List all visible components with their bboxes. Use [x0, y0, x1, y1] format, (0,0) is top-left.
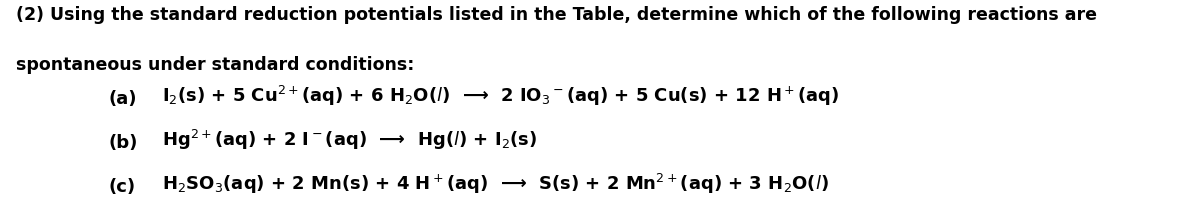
Text: I$_2$(s) + 5 Cu$^{2+}$(aq) + 6 H$_2$O($l$)  ⟶  2 IO$_3$$^-$(aq) + 5 Cu(s) + 12 H: I$_2$(s) + 5 Cu$^{2+}$(aq) + 6 H$_2$O($l…	[162, 84, 839, 108]
Text: (b): (b)	[108, 134, 137, 152]
Text: Hg$^{2+}$(aq) + 2 I$^-$(aq)  ⟶  Hg($l$) + I$_2$(s): Hg$^{2+}$(aq) + 2 I$^-$(aq) ⟶ Hg($l$) + …	[162, 128, 538, 152]
Text: H$_2$SO$_3$(aq) + 2 Mn(s) + 4 H$^+$(aq)  ⟶  S(s) + 2 Mn$^{2+}$(aq) + 3 H$_2$O($l: H$_2$SO$_3$(aq) + 2 Mn(s) + 4 H$^+$(aq) …	[162, 172, 829, 196]
Text: spontaneous under standard conditions:: spontaneous under standard conditions:	[16, 56, 414, 74]
Text: (a): (a)	[108, 90, 137, 108]
Text: (2) Using the standard reduction potentials listed in the Table, determine which: (2) Using the standard reduction potenti…	[16, 6, 1097, 24]
Text: (c): (c)	[108, 178, 136, 196]
